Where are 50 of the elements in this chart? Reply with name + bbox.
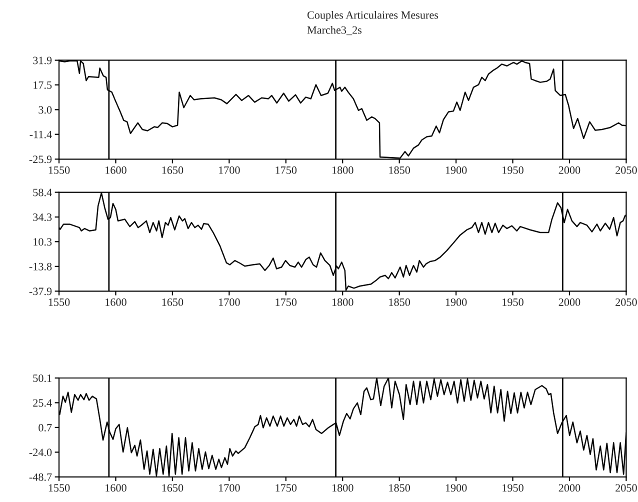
x-tick-label: 1800 [332, 298, 354, 306]
x-tick-label: 1900 [446, 298, 467, 306]
x-tick-label: 1700 [219, 484, 240, 492]
y-tick-label: 34.3 [33, 214, 52, 222]
x-tick-label: 1900 [446, 484, 467, 492]
x-tick-label: 1750 [276, 298, 297, 306]
y-tick-label: 17.5 [34, 81, 52, 89]
x-tick-label: 1900 [446, 166, 467, 174]
y-tick-label: 58.4 [33, 188, 52, 196]
x-tick-label: 1800 [332, 484, 354, 492]
y-tick-label: -11.4 [30, 130, 52, 138]
x-tick-label: 1550 [48, 298, 70, 306]
x-tick-label: 2050 [616, 298, 637, 306]
x-tick-label: 1850 [389, 484, 410, 492]
x-tick-label: 2000 [558, 166, 580, 174]
y-tick-label: 3.0 [38, 106, 52, 114]
x-tick-label: 1850 [389, 166, 410, 174]
x-tick-label: 1700 [219, 298, 240, 306]
y-tick-label: -37.9 [29, 288, 52, 296]
x-tick-label: 2000 [558, 298, 580, 306]
x-tick-label: 1700 [219, 166, 240, 174]
x-tick-label: 1600 [106, 484, 126, 492]
x-tick-label: 1550 [48, 166, 70, 174]
y-tick-label: -48.7 [29, 473, 52, 481]
x-tick-label: 1650 [162, 484, 184, 492]
x-tick-label: 1750 [276, 484, 297, 492]
x-tick-label: 1750 [276, 166, 297, 174]
y-tick-label: 0.7 [38, 424, 52, 432]
y-tick-label: -13.8 [29, 262, 52, 270]
y-tick-label: -24.0 [29, 448, 52, 456]
x-tick-label: 2050 [616, 484, 637, 492]
chart-subtitle: Marche3_2s [307, 26, 362, 36]
y-tick-label: 10.3 [34, 238, 52, 246]
x-tick-label: 1600 [106, 166, 126, 174]
x-tick-label: 2000 [558, 484, 580, 492]
x-tick-label: 2050 [616, 166, 637, 174]
y-tick-label: 31.9 [33, 56, 52, 64]
y-tick-label: 25.4 [33, 399, 52, 407]
x-tick-label: 1650 [162, 298, 184, 306]
y-tick-label: 50.1 [33, 374, 52, 382]
y-tick-label: -25.9 [29, 156, 52, 164]
x-tick-label: 1800 [332, 166, 354, 174]
x-tick-label: 1650 [162, 166, 184, 174]
x-tick-label: 1600 [106, 298, 126, 306]
x-tick-label: 1950 [502, 484, 524, 492]
x-tick-label: 1550 [48, 484, 70, 492]
chart-title: Couples Articulaires Mesures [307, 10, 438, 22]
x-tick-label: 1850 [389, 298, 410, 306]
x-tick-label: 1950 [502, 298, 524, 306]
x-tick-label: 1950 [502, 166, 524, 174]
